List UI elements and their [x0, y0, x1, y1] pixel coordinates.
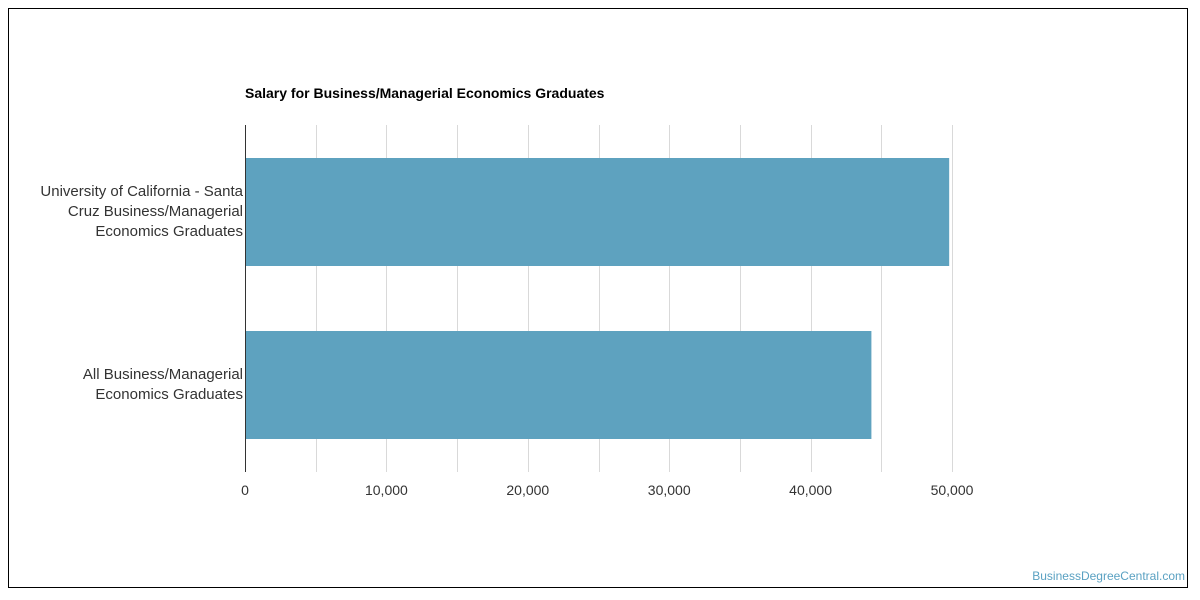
x-tick-label: 0 — [241, 482, 249, 498]
category-label: University of California - Santa Cruz Bus… — [13, 182, 243, 242]
x-tick-label: 50,000 — [931, 482, 974, 498]
category-label-line: Cruz Business/Managerial — [67, 203, 243, 220]
x-tick-label: 10,000 — [365, 482, 408, 498]
x-tick-label: 30,000 — [648, 482, 691, 498]
category-label-line: Economics Graduates — [95, 223, 243, 240]
category-label-line: Economics Graduates — [95, 386, 243, 403]
tick-label-layer: 0 10,000 20,000 30,000 40,000 50,000 — [241, 482, 974, 498]
watermark-link[interactable]: BusinessDegreeCentral.com — [1032, 569, 1185, 583]
chart-frame — [8, 8, 1188, 588]
category-label-line: All Business/Managerial — [82, 366, 243, 383]
category-label: All Business/Managerial Economics Graduat… — [13, 365, 243, 405]
bar[interactable] — [245, 331, 872, 439]
x-tick-label: 40,000 — [789, 482, 832, 498]
x-tick-label: 20,000 — [506, 482, 549, 498]
category-label-line: University of California - Santa — [40, 183, 243, 200]
bar[interactable] — [245, 158, 950, 266]
bar-layer — [245, 158, 950, 439]
chart-title: Salary for Business/Managerial Economics… — [245, 85, 605, 101]
